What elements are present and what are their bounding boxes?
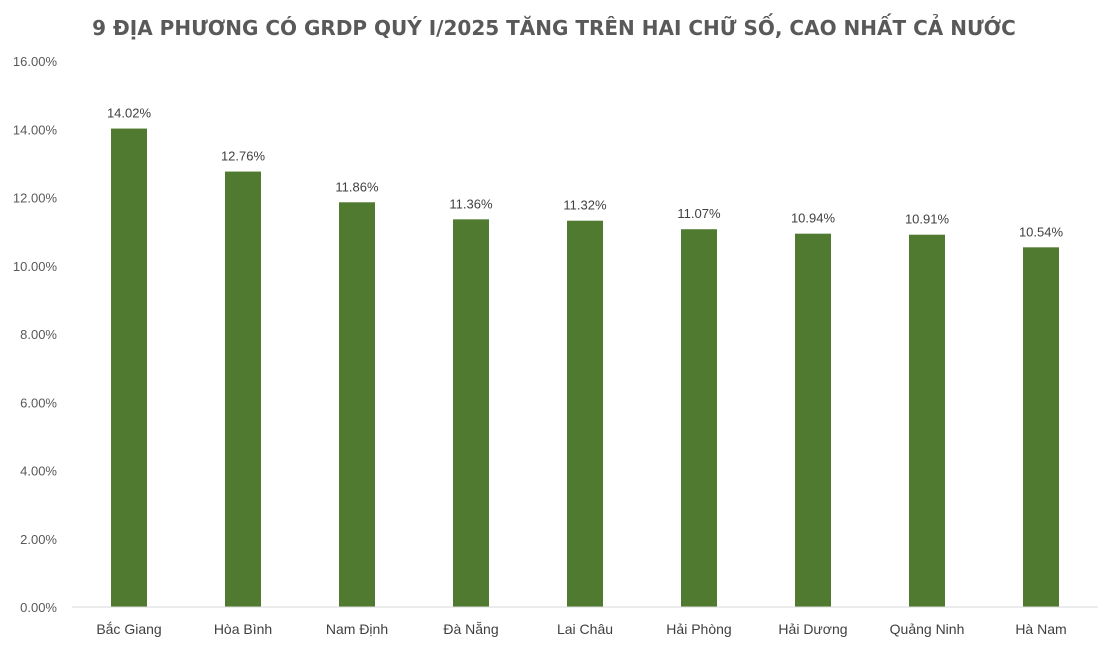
bars: [111, 128, 1059, 608]
x-tick-label: Bắc Giang: [96, 621, 161, 637]
y-tick-label: 8.00%: [20, 327, 57, 342]
x-tick-label: Quảng Ninh: [890, 621, 965, 637]
data-label: 10.91%: [905, 212, 950, 227]
y-tick-label: 16.00%: [13, 54, 58, 69]
y-tick-label: 0.00%: [20, 600, 57, 615]
y-tick-label: 6.00%: [20, 395, 57, 410]
category-labels: Bắc Giang Hòa Bình Nam Định Đà Nẵng Lai Châu…: [96, 621, 1066, 637]
data-label: 11.32%: [563, 198, 607, 213]
x-tick-label: Lai Châu: [557, 621, 613, 637]
data-label: 12.76%: [221, 149, 266, 164]
x-tick-label: Hà Nam: [1015, 621, 1066, 637]
bar: [339, 202, 375, 607]
y-tick-label: 2.00%: [20, 532, 57, 547]
x-tick-label: Đà Nẵng: [443, 621, 498, 637]
data-label: 11.36%: [449, 196, 493, 211]
bar: [111, 128, 147, 607]
y-tick-label: 12.00%: [13, 191, 58, 206]
y-tick-label: 14.00%: [13, 122, 58, 137]
x-tick-label: Hòa Bình: [214, 621, 272, 637]
bar: [453, 219, 489, 607]
y-tick-label: 4.00%: [20, 464, 57, 479]
bar: [567, 220, 603, 607]
data-label: 11.07%: [677, 206, 721, 221]
chart-title: 9 ĐỊA PHƯƠNG CÓ GRDP QUÝ I/2025 TĂNG TRÊ…: [92, 16, 1016, 40]
data-label: 14.02%: [107, 106, 152, 121]
x-tick-label: Hải Dương: [778, 621, 847, 637]
bar: [681, 229, 717, 607]
data-label: 10.94%: [791, 211, 836, 226]
bar: [795, 233, 831, 608]
y-tick-label: 10.00%: [13, 259, 58, 274]
data-labels: 14.02% 12.76% 11.86% 11.36% 11.32% 11.07% 10.9…: [107, 106, 1064, 240]
bar: [225, 171, 261, 607]
bar: [909, 234, 945, 608]
x-tick-label: Nam Định: [326, 621, 388, 637]
data-label: 11.86%: [335, 179, 379, 194]
bar: [1023, 247, 1059, 607]
y-axis-labels: 0.00% 2.00% 4.00% 6.00% 8.00% 10.00% 12.00% 14.…: [13, 54, 58, 615]
data-label: 10.54%: [1019, 224, 1064, 239]
x-tick-label: Hải Phòng: [666, 621, 731, 637]
